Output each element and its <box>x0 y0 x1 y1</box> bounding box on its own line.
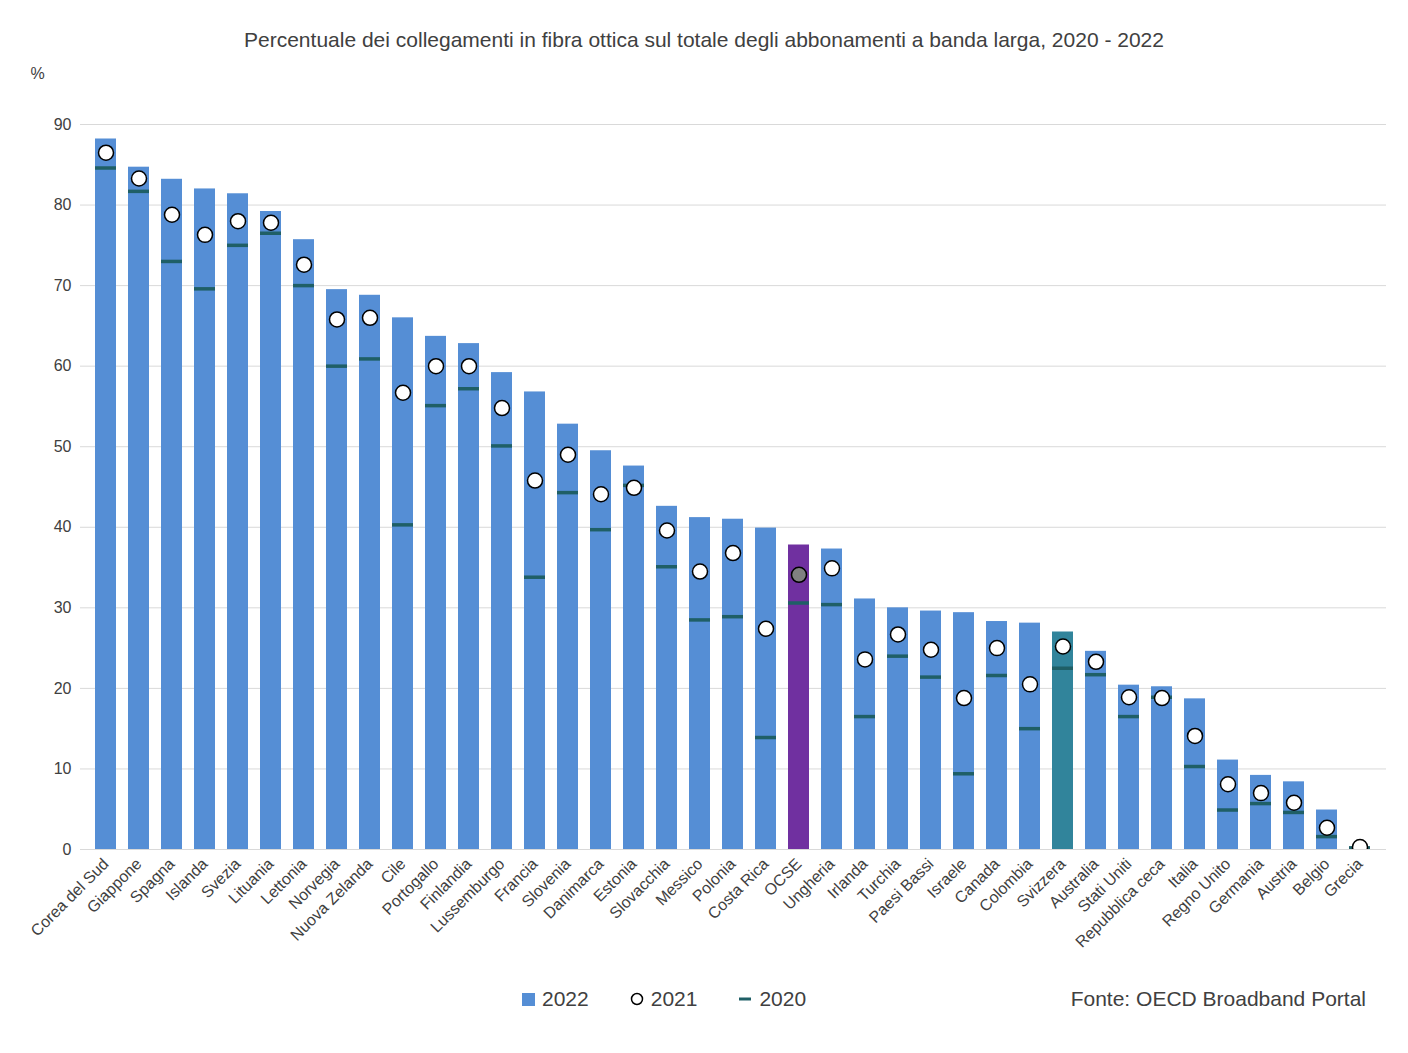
html-text:2020: 2020 <box>759 987 807 1010</box>
svg-text:Slovenia: Slovenia <box>518 855 574 911</box>
svg-text:Francia: Francia <box>491 855 541 905</box>
svg-text:Repubblica ceca: Repubblica ceca <box>1072 855 1168 951</box>
svg-text:30: 30 <box>54 599 72 616</box>
svg-text:Danimarca: Danimarca <box>540 855 607 922</box>
svg-text:Paesi Bassi: Paesi Bassi <box>865 855 937 927</box>
svg-text:Norvegia: Norvegia <box>285 855 343 913</box>
svg-text:Cile: Cile <box>377 855 409 887</box>
svg-text:OCSE: OCSE <box>760 855 805 900</box>
svg-text:Estonia: Estonia <box>590 855 640 905</box>
svg-text:Irlanda: Irlanda <box>824 855 871 902</box>
svg-text:Germania: Germania <box>1205 855 1267 917</box>
html-text:2021: 2021 <box>650 987 698 1010</box>
svg-text:60: 60 <box>54 357 72 374</box>
svg-text:Corea del Sud: Corea del Sud <box>27 855 112 940</box>
html-text:Fonte: OECD Broadband Portal: Fonte: OECD Broadband Portal <box>1070 987 1366 1010</box>
svg-text:Nuova Zelanda: Nuova Zelanda <box>287 855 376 944</box>
svg-text:Belgio: Belgio <box>1289 855 1333 899</box>
svg-text:80: 80 <box>54 196 72 213</box>
svg-text:Spagna: Spagna <box>126 855 178 907</box>
svg-text:Canada: Canada <box>951 855 1003 907</box>
svg-text:Lituania: Lituania <box>225 855 277 907</box>
svg-text:90: 90 <box>54 116 72 133</box>
svg-text:70: 70 <box>54 277 72 294</box>
svg-text:%: % <box>31 65 45 82</box>
svg-text:40: 40 <box>54 518 72 535</box>
svg-text:Polonia: Polonia <box>689 855 739 905</box>
svg-text:Giappone: Giappone <box>83 855 145 917</box>
svg-text:Grecia: Grecia <box>1320 855 1365 900</box>
svg-text:Israele: Israele <box>923 855 970 901</box>
svg-text:Svizzera: Svizzera <box>1013 855 1069 911</box>
svg-text:Australia: Australia <box>1045 855 1102 912</box>
svg-text:0: 0 <box>63 841 72 858</box>
svg-text:Lettonia: Lettonia <box>257 855 310 908</box>
svg-text:Costa Rica: Costa Rica <box>704 855 772 923</box>
svg-text:20: 20 <box>54 680 72 697</box>
svg-text:Colombia: Colombia <box>975 855 1036 915</box>
svg-text:Finlandia: Finlandia <box>416 855 475 913</box>
svg-text:Lussemburgo: Lussemburgo <box>427 855 508 936</box>
svg-text:Italia: Italia <box>1164 855 1201 891</box>
svg-text:Messico: Messico <box>652 855 706 909</box>
svg-text:Turchia: Turchia <box>854 855 904 905</box>
svg-text:Stati Uniti: Stati Uniti <box>1074 855 1135 916</box>
svg-text:Slovacchia: Slovacchia <box>606 855 673 922</box>
html-text:Percentuale dei collegamenti i: Percentuale dei collegamenti in fibra ot… <box>244 28 1164 51</box>
svg-text:Islanda: Islanda <box>162 855 211 904</box>
svg-text:Ungheria: Ungheria <box>779 855 838 913</box>
svg-text:Austria: Austria <box>1253 855 1300 902</box>
svg-text:Portogallo: Portogallo <box>378 855 442 918</box>
svg-text:Regno Unito: Regno Unito <box>1158 855 1234 930</box>
svg-text:Svezia: Svezia <box>197 855 244 901</box>
html-text:2022: 2022 <box>542 987 589 1010</box>
svg-text:50: 50 <box>54 438 72 455</box>
svg-text:10: 10 <box>54 760 72 777</box>
